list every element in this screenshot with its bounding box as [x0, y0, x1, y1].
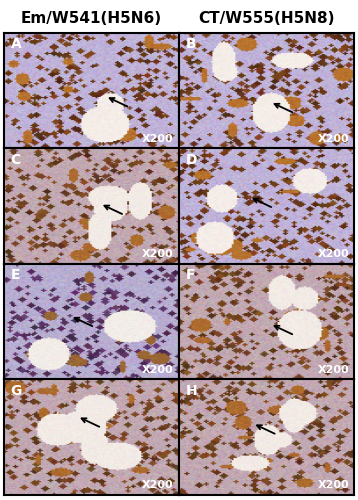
Text: X200: X200 — [142, 365, 174, 375]
Text: CT/W555(H5N8): CT/W555(H5N8) — [198, 11, 335, 26]
Text: E: E — [11, 268, 20, 282]
Text: X200: X200 — [318, 249, 349, 259]
Text: X200: X200 — [318, 134, 349, 143]
Text: X200: X200 — [318, 365, 349, 375]
Text: B: B — [186, 37, 197, 51]
Text: H: H — [186, 384, 198, 398]
Text: X200: X200 — [142, 134, 174, 143]
Text: C: C — [11, 153, 21, 167]
Text: X200: X200 — [142, 249, 174, 259]
Text: F: F — [186, 268, 195, 282]
Text: X200: X200 — [318, 480, 349, 490]
Text: A: A — [11, 37, 21, 51]
Text: G: G — [11, 384, 22, 398]
Text: X200: X200 — [142, 480, 174, 490]
Text: D: D — [186, 153, 198, 167]
Text: Em/W541(H5N6): Em/W541(H5N6) — [21, 11, 162, 26]
